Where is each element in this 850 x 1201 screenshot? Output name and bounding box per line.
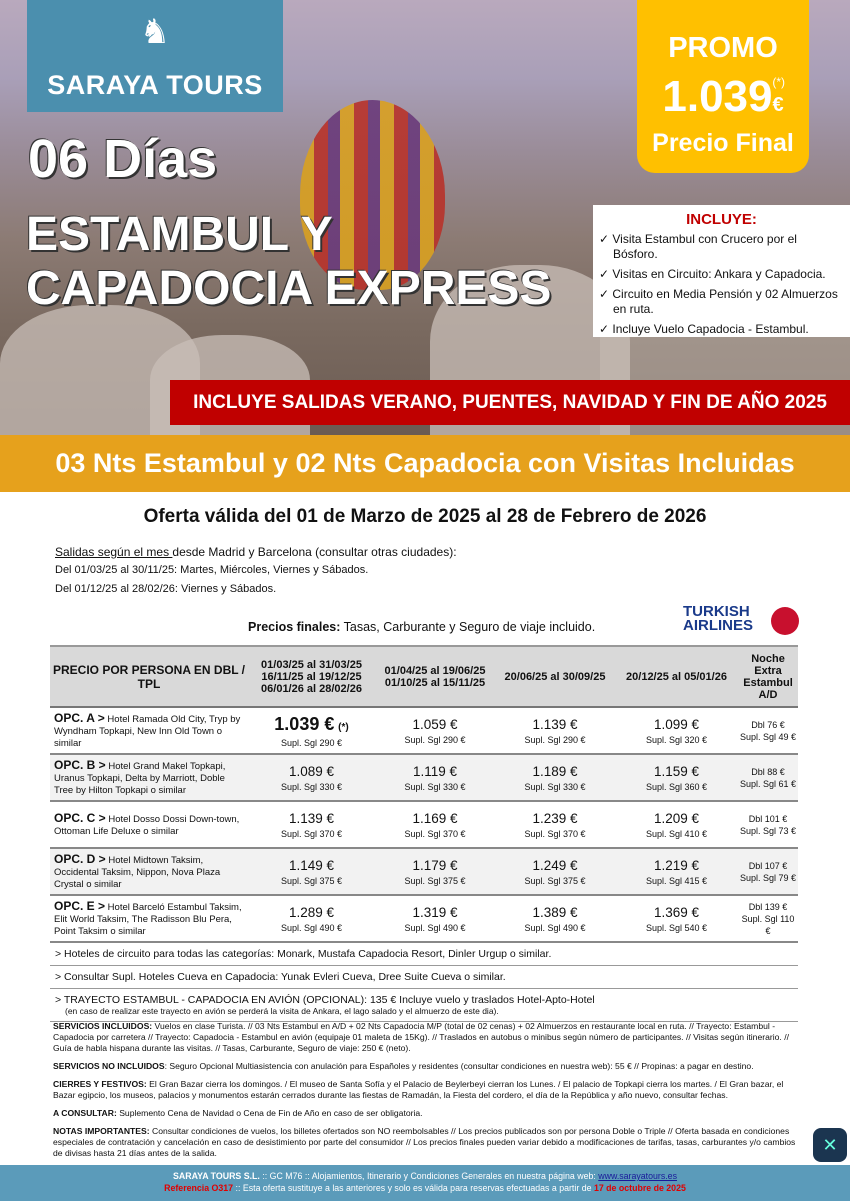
logo: ♞ SARAYA TOURS <box>27 0 283 112</box>
horse-head-icon: ♞ <box>139 13 171 51</box>
price-cell: 1.319 € Supl. Sgl 490 € <box>375 895 495 943</box>
note-item: > TRAYECTO ESTAMBUL - CAPADOCIA EN AVIÓN… <box>50 989 798 1022</box>
hotel-notes: > Hoteles de circuito para todas las cat… <box>50 943 798 1022</box>
hotel-option: OPC. C > Hotel Dosso Dossi Down-town, Ot… <box>50 801 248 849</box>
footer: SARAYA TOURS S.L. :: GC M76 :: Alojamien… <box>0 1165 850 1201</box>
terms: SERVICIOS INCLUIDOS: Vuelos en clase Tur… <box>53 1021 798 1166</box>
price-cell: 1.289 € Supl. Sgl 490 € <box>248 895 375 943</box>
terms-paragraph: CIERRES Y FESTIVOS: El Gran Bazar cierra… <box>53 1079 784 1100</box>
website-link[interactable]: www.sarayatours.es <box>598 1171 677 1181</box>
departures-intro: Salidas según el mes desde Madrid y Barc… <box>55 545 457 559</box>
note-item: > Consultar Supl. Hoteles Cueva en Capad… <box>50 966 798 989</box>
note-item: > Hoteles de circuito para todas las cat… <box>50 943 798 966</box>
price-cell: 1.169 € Supl. Sgl 370 € <box>375 801 495 849</box>
turkish-airlines-logo: TURKISH AIRLINES <box>683 604 799 635</box>
trip-title: ESTAMBUL Y CAPADOCIA EXPRESS <box>26 208 552 315</box>
price-cell: 1.219 € Supl. Sgl 415 € <box>615 848 738 896</box>
extra-night-cell: Dbl 107 € Supl. Sgl 79 € <box>738 848 798 896</box>
extra-night-cell: Dbl 139 € Supl. Sgl 110 € <box>738 895 798 943</box>
column-header: 20/12/25 al 05/01/26 <box>615 645 738 708</box>
price-cell: 1.249 € Supl. Sgl 375 € <box>495 848 615 896</box>
column-header: PRECIO POR PERSONA EN DBL / TPL <box>50 645 248 708</box>
price-table: PRECIO POR PERSONA EN DBL / TPL 01/03/25 … <box>50 645 798 943</box>
terms-paragraph: SERVICIOS NO INCLUIDOS: Seguro Opcional … <box>53 1061 754 1071</box>
table-row: OPC. B > Hotel Grand Makel Topkapi, Uran… <box>50 754 798 802</box>
price-cell: 1.139 € Supl. Sgl 370 € <box>248 801 375 849</box>
terms-paragraph: SERVICIOS INCLUIDOS: Vuelos en clase Tur… <box>53 1021 789 1053</box>
includes-box: INCLUYE: ✓ Visita Estambul con Crucero p… <box>593 205 850 337</box>
hotel-option: OPC. A > Hotel Ramada Old City, Tryp by … <box>50 707 248 755</box>
price-cell: 1.099 € Supl. Sgl 320 € <box>615 707 738 755</box>
price-cell: 1.039 € (*) Supl. Sgl 290 € <box>248 707 375 755</box>
price-cell: 1.089 € Supl. Sgl 330 € <box>248 754 375 802</box>
offer-validity: Oferta válida del 01 de Marzo de 2025 al… <box>143 506 707 527</box>
departures-line: Del 01/03/25 al 30/11/25: Martes, Miérco… <box>55 564 369 576</box>
price-cell: 1.139 € Supl. Sgl 290 € <box>495 707 615 755</box>
terms-paragraph: A CONSULTAR: Suplemento Cena de Navidad … <box>53 1108 423 1118</box>
hot-air-balloon <box>300 100 445 290</box>
price-cell: 1.159 € Supl. Sgl 360 € <box>615 754 738 802</box>
table-row: OPC. D > Hotel Midtown Taksim, Occidenta… <box>50 848 798 896</box>
price-cell: 1.059 € Supl. Sgl 290 € <box>375 707 495 755</box>
hotel-option: OPC. D > Hotel Midtown Taksim, Occidenta… <box>50 848 248 896</box>
table-row: OPC. C > Hotel Dosso Dossi Down-town, Ot… <box>50 801 798 849</box>
column-header: 20/06/25 al 30/09/25 <box>495 645 615 708</box>
column-header: Noche Extra Estambul A/D <box>738 645 798 708</box>
seasons-banner: INCLUYE SALIDAS VERANO, PUENTES, NAVIDAD… <box>170 380 850 425</box>
extra-night-cell: Dbl 76 € Supl. Sgl 49 € <box>738 707 798 755</box>
price-cell: 1.189 € Supl. Sgl 330 € <box>495 754 615 802</box>
prices-note: Precios finales: Tasas, Carburante y Seg… <box>248 620 596 634</box>
price-cell: 1.149 € Supl. Sgl 375 € <box>248 848 375 896</box>
column-header: 01/03/25 al 31/03/25 16/11/25 al 19/12/2… <box>248 645 375 708</box>
price-cell: 1.369 € Supl. Sgl 540 € <box>615 895 738 943</box>
hotel-option: OPC. E > Hotel Barceló Estambul Taksim, … <box>50 895 248 943</box>
days-title: 06 Días <box>28 129 218 189</box>
terms-paragraph: NOTAS IMPORTANTES: Consultar condiciones… <box>53 1126 796 1158</box>
promo-badge: PROMO (*) 1.039€ Precio Final <box>637 0 809 173</box>
hotel-option: OPC. B > Hotel Grand Makel Topkapi, Uran… <box>50 754 248 802</box>
departures-line: Del 01/12/25 al 28/02/26: Viernes y Sába… <box>55 583 277 595</box>
price-cell: 1.209 € Supl. Sgl 410 € <box>615 801 738 849</box>
table-row: OPC. A > Hotel Ramada Old City, Tryp by … <box>50 707 798 755</box>
price-cell: 1.119 € Supl. Sgl 330 € <box>375 754 495 802</box>
extra-night-cell: Dbl 101 € Supl. Sgl 73 € <box>738 801 798 849</box>
table-row: OPC. E > Hotel Barceló Estambul Taksim, … <box>50 895 798 943</box>
brand-name: SARAYA TOURS <box>47 70 263 100</box>
price-cell: 1.179 € Supl. Sgl 375 € <box>375 848 495 896</box>
column-header: 01/04/25 al 19/06/25 01/10/25 al 15/11/2… <box>375 645 495 708</box>
extra-night-cell: Dbl 88 € Supl. Sgl 61 € <box>738 754 798 802</box>
price-cell: 1.389 € Supl. Sgl 490 € <box>495 895 615 943</box>
price-cell: 1.239 € Supl. Sgl 370 € <box>495 801 615 849</box>
chat-widget-icon[interactable]: ✕ <box>813 1128 847 1162</box>
nights-banner: 03 Nts Estambul y 02 Nts Capadocia con V… <box>0 435 850 492</box>
